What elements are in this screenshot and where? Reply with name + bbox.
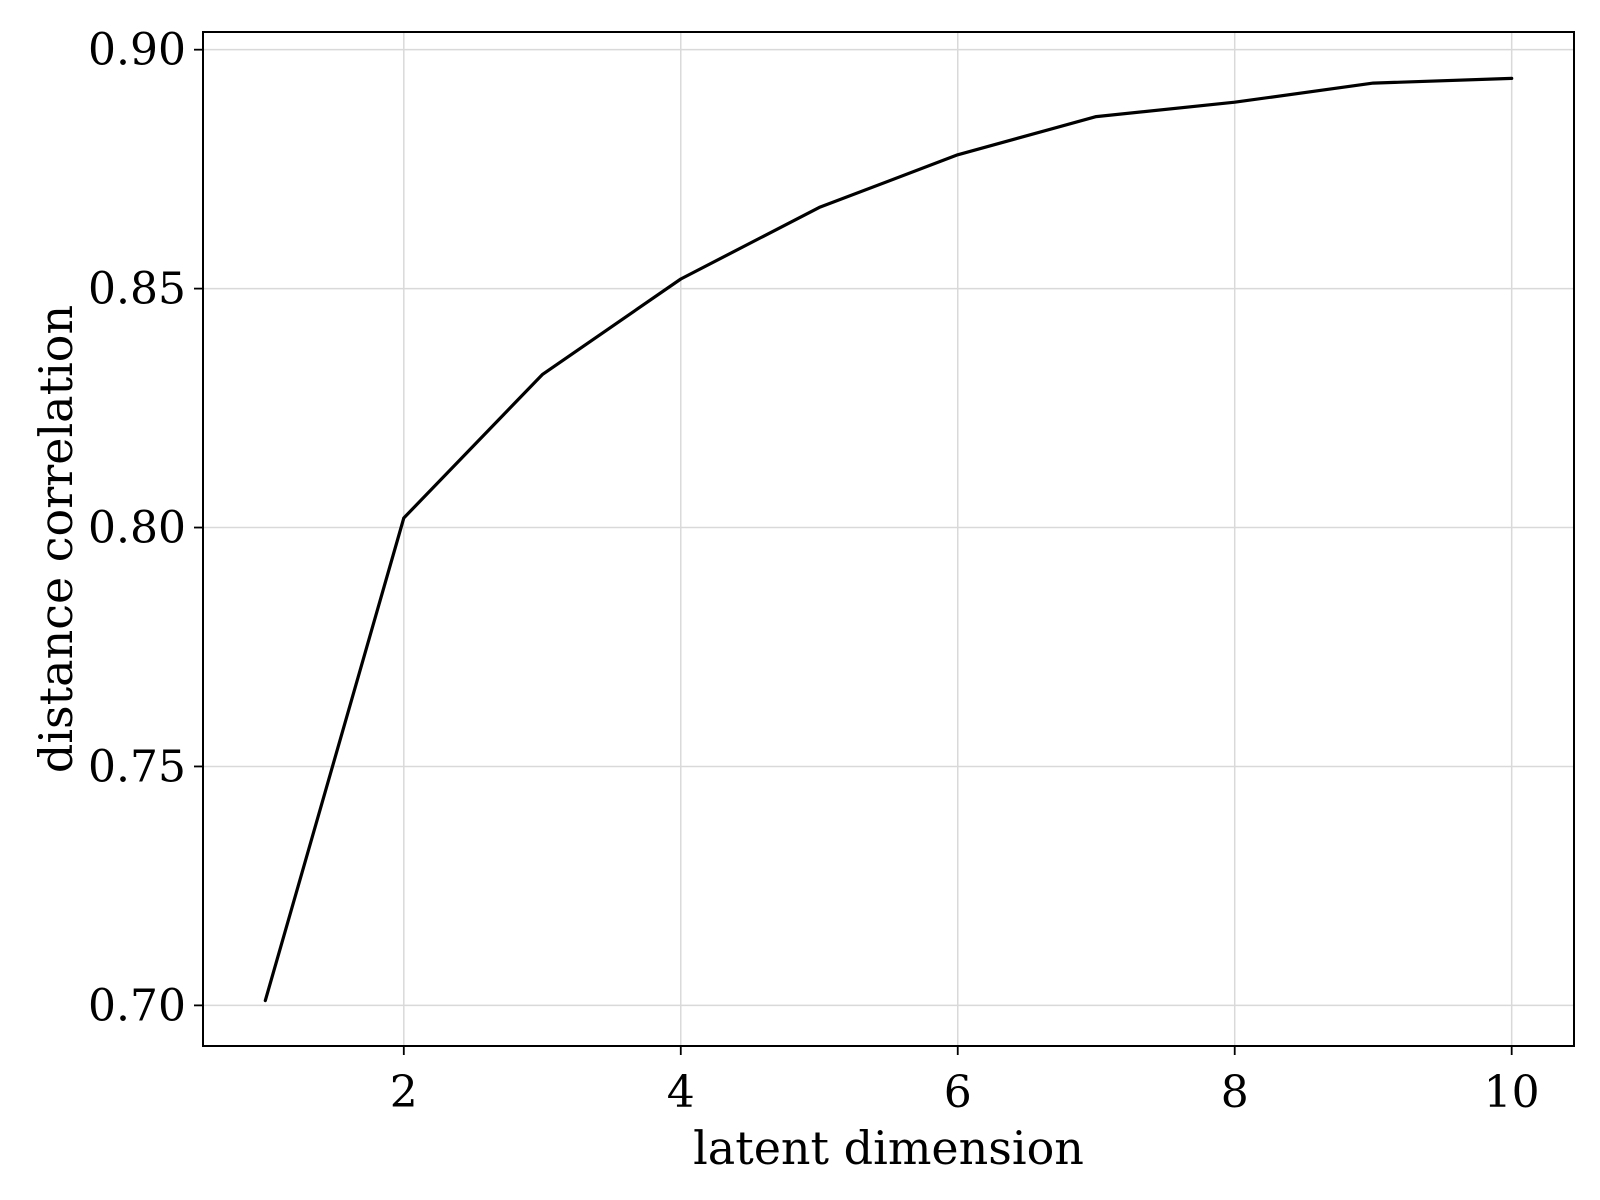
x-tick-label: 10	[1484, 1067, 1540, 1118]
series-line	[263, 76, 1514, 1003]
y-tick-label: 0.90	[88, 25, 186, 76]
y-axis-title: distance correlation	[29, 305, 83, 773]
x-tick-label: 6	[944, 1067, 972, 1118]
series-layer	[263, 76, 1514, 1003]
y-tick-label: 0.75	[88, 741, 186, 792]
x-tick-label: 2	[390, 1067, 418, 1118]
x-axis-title: latent dimension	[693, 1121, 1084, 1175]
grid	[203, 32, 1574, 1046]
x-tick-label: 8	[1221, 1067, 1249, 1118]
plot-area-frame	[202, 31, 1575, 1047]
y-tick-label: 0.70	[88, 980, 186, 1031]
y-tick-label: 0.85	[88, 264, 186, 315]
y-tick-label: 0.80	[88, 503, 186, 554]
axis-tick-labels: 2 4 6 8 10 0.70 0.75 0.80 0.85 0.90	[88, 25, 1540, 1118]
axis-ticks	[194, 48, 1513, 1055]
x-tick-label: 4	[667, 1067, 695, 1118]
